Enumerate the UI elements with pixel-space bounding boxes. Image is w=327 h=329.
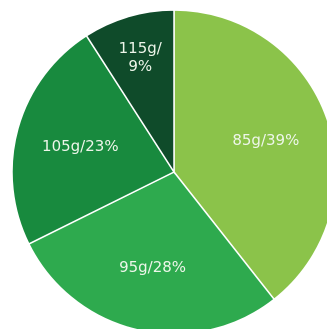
pie-slice: [173, 9, 327, 301]
slice-label: 105g/23%: [42, 137, 119, 155]
pie-slices: [11, 9, 327, 329]
pie-slice: [85, 9, 175, 175]
pie-labels: 85g/39% 95g/28% 105g/23% 115g/9%: [42, 39, 299, 276]
slice-label: 115g/9%: [119, 39, 163, 75]
slice-label: 85g/39%: [232, 131, 299, 149]
pie-slice: [11, 34, 176, 245]
pie-slice: [27, 171, 276, 329]
slice-label: 95g/28%: [119, 258, 186, 276]
